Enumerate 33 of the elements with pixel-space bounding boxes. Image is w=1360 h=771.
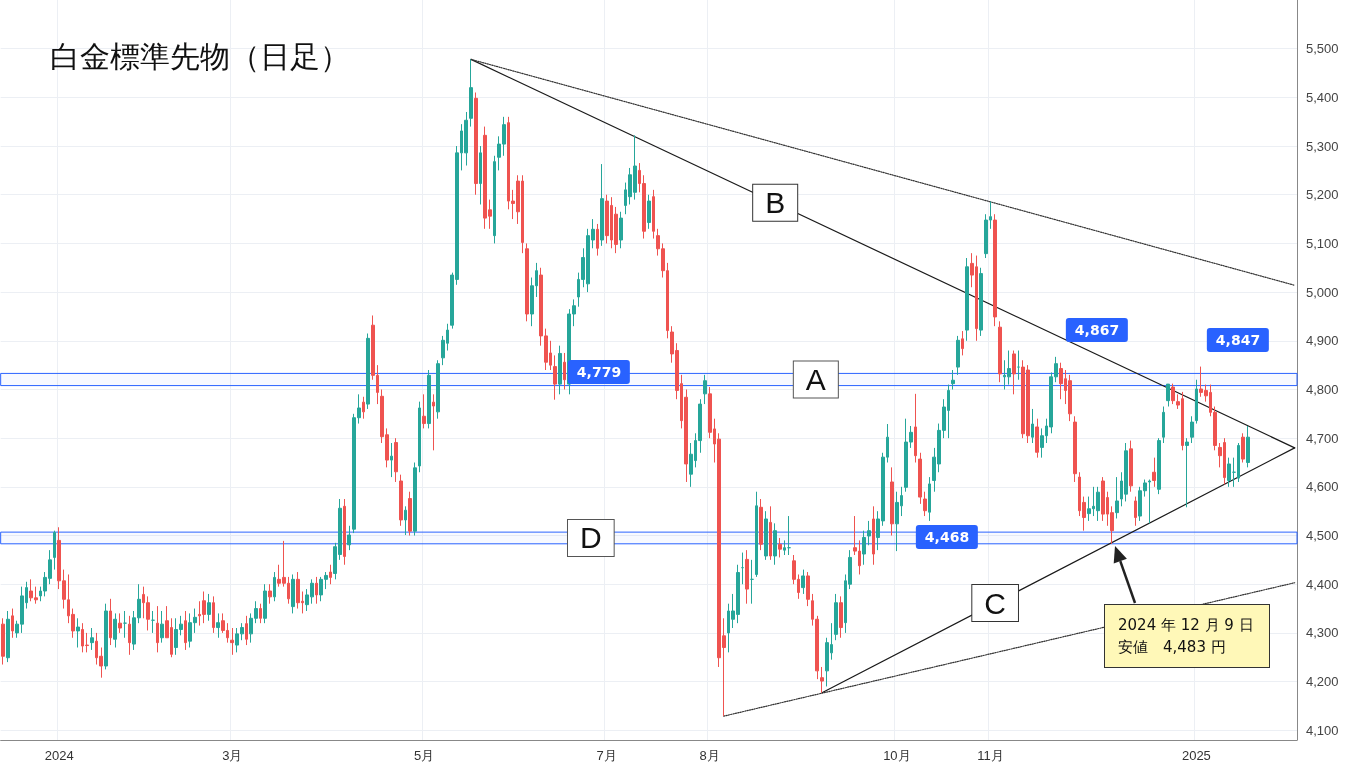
x-tick-label: 11月 <box>977 748 1004 763</box>
annotation: 4,867 <box>1065 318 1129 342</box>
annotation: 2024 年 12 月 9 日安値 4,483 円 <box>1104 604 1270 668</box>
y-tick-label: 4,400 <box>1306 576 1339 592</box>
band-label: D <box>579 521 602 555</box>
y-tick-label: 5,000 <box>1306 284 1339 300</box>
y-tick-label: 4,300 <box>1306 625 1339 641</box>
x-tick-label: 5月 <box>414 748 435 763</box>
y-tick-label: 4,700 <box>1306 430 1339 446</box>
y-tick-label: 4,500 <box>1306 528 1339 544</box>
x-tick-label: 2025 <box>1181 748 1211 763</box>
series-label: C <box>984 586 1006 620</box>
band-label: A <box>805 362 826 396</box>
y-tick-label: 5,300 <box>1306 138 1339 154</box>
y-tick-label: 5,100 <box>1306 235 1339 251</box>
x-tick-label: 7月 <box>596 748 617 763</box>
y-tick-label: 5,400 <box>1306 89 1339 105</box>
y-tick-label: 4,800 <box>1306 381 1339 397</box>
y-tick-label: 4,100 <box>1306 722 1339 738</box>
x-tick-label: 8月 <box>699 748 720 763</box>
annotation: 4,847 <box>1206 328 1270 352</box>
series-label: B <box>765 186 786 220</box>
y-tick-label: 4,200 <box>1306 674 1339 690</box>
x-tick-label: 2024 <box>44 748 74 763</box>
annotation: 4,468 <box>915 525 979 549</box>
x-tick-label: 10月 <box>883 748 911 763</box>
x-tick-label: 3月 <box>222 748 243 763</box>
y-tick-label: 4,900 <box>1306 333 1339 349</box>
annotation: 4,779 <box>567 360 631 384</box>
y-tick-label: 4,600 <box>1306 479 1339 495</box>
y-tick-label: 5,200 <box>1306 187 1339 203</box>
text: 白金標準先物（日足） <box>50 38 350 74</box>
y-tick-label: 5,500 <box>1306 41 1339 57</box>
